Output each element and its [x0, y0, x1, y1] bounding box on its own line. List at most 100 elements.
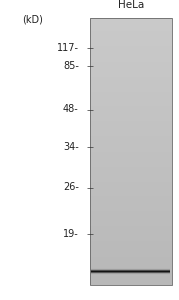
Bar	[90, 124, 172, 126]
Bar	[90, 74, 172, 75]
Bar	[90, 72, 172, 73]
Text: 34-: 34-	[63, 142, 79, 152]
Bar	[90, 38, 172, 39]
Bar	[90, 19, 172, 20]
Bar	[90, 75, 172, 76]
Bar	[90, 172, 172, 174]
Bar	[90, 191, 172, 192]
Bar	[90, 39, 172, 40]
Bar	[90, 111, 172, 112]
Bar	[90, 84, 172, 86]
Bar	[90, 53, 172, 55]
Bar	[90, 271, 172, 272]
Bar	[90, 81, 172, 82]
Bar	[90, 146, 172, 147]
Bar	[90, 123, 172, 124]
Bar	[90, 148, 172, 149]
Bar	[90, 20, 172, 21]
Bar	[90, 233, 172, 234]
Bar	[90, 44, 172, 46]
Bar	[90, 89, 172, 90]
Bar	[90, 120, 172, 121]
Bar	[90, 129, 172, 130]
Bar	[90, 49, 172, 50]
Bar	[90, 60, 172, 62]
Bar	[90, 160, 172, 161]
Bar	[90, 194, 172, 195]
Bar	[90, 167, 172, 168]
Bar	[90, 255, 172, 256]
Bar	[90, 91, 172, 92]
Bar	[90, 121, 172, 122]
Bar	[90, 208, 172, 209]
Bar	[90, 54, 172, 56]
Bar	[90, 40, 172, 41]
Bar	[90, 25, 172, 26]
Bar	[90, 212, 172, 213]
Bar	[90, 238, 172, 239]
Bar	[90, 100, 172, 101]
Bar	[90, 24, 172, 25]
Bar	[90, 139, 172, 140]
Bar	[90, 249, 172, 250]
Bar	[90, 229, 172, 230]
Bar	[90, 172, 172, 173]
Bar	[90, 164, 172, 165]
Bar	[90, 62, 172, 63]
Bar	[90, 262, 172, 264]
Bar	[90, 264, 172, 266]
Bar	[90, 148, 172, 150]
Bar	[90, 68, 172, 69]
Bar	[90, 119, 172, 120]
Bar	[90, 265, 172, 266]
Bar	[90, 158, 172, 160]
Bar	[90, 76, 172, 78]
Bar	[90, 34, 172, 36]
Bar	[90, 125, 172, 127]
Bar	[90, 193, 172, 194]
Bar	[90, 248, 172, 249]
Bar	[90, 284, 172, 285]
Bar	[90, 82, 172, 83]
Bar	[90, 164, 172, 166]
Bar	[90, 207, 172, 208]
Bar	[90, 165, 172, 166]
Bar	[90, 134, 172, 135]
Bar	[90, 223, 172, 224]
Bar	[90, 18, 172, 19]
Bar	[90, 86, 172, 87]
Bar	[90, 237, 172, 238]
Bar	[90, 133, 172, 134]
Bar	[90, 214, 172, 216]
Bar	[90, 244, 172, 245]
Bar	[90, 245, 172, 246]
Bar	[90, 215, 172, 217]
Bar	[90, 226, 172, 227]
Bar	[90, 68, 172, 70]
Bar	[90, 114, 172, 115]
Bar	[90, 241, 172, 242]
Bar	[90, 220, 172, 221]
Bar	[90, 116, 172, 118]
Text: 85-: 85-	[63, 61, 79, 71]
Bar	[90, 234, 172, 235]
Bar	[90, 251, 172, 252]
Bar	[90, 147, 172, 148]
Bar	[90, 48, 172, 49]
Bar	[90, 23, 172, 24]
Bar	[90, 283, 172, 284]
Bar	[90, 132, 172, 133]
Bar	[90, 281, 172, 282]
Bar	[90, 35, 172, 37]
Bar	[90, 41, 172, 42]
Bar	[90, 166, 172, 167]
Bar	[90, 99, 172, 100]
Bar	[90, 267, 172, 268]
Bar	[90, 225, 172, 226]
Bar	[90, 151, 172, 152]
Bar	[90, 152, 172, 153]
Bar	[90, 104, 172, 105]
Bar	[90, 137, 172, 138]
Bar	[90, 198, 172, 200]
Bar	[90, 46, 172, 47]
